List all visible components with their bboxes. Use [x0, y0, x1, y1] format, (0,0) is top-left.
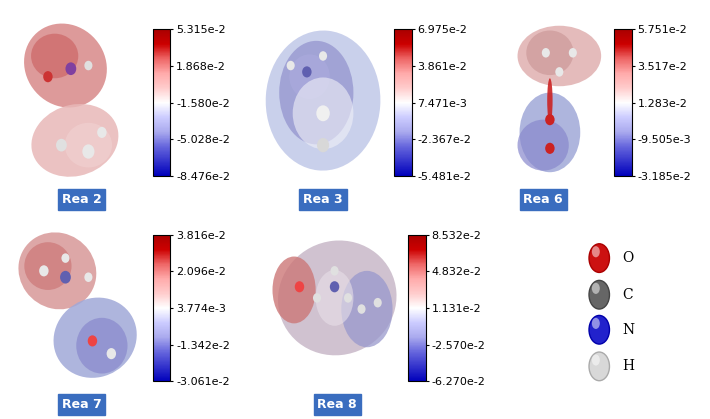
- Circle shape: [589, 316, 609, 344]
- Ellipse shape: [526, 31, 574, 75]
- Ellipse shape: [88, 335, 97, 347]
- Ellipse shape: [31, 104, 119, 177]
- Ellipse shape: [82, 145, 94, 159]
- Ellipse shape: [569, 48, 577, 57]
- Text: Rea 3: Rea 3: [303, 193, 343, 206]
- Ellipse shape: [278, 241, 396, 355]
- Text: Rea 8: Rea 8: [317, 398, 357, 411]
- Ellipse shape: [24, 23, 107, 108]
- Ellipse shape: [266, 31, 381, 171]
- Ellipse shape: [106, 348, 116, 359]
- Circle shape: [589, 244, 609, 272]
- Ellipse shape: [317, 105, 329, 121]
- Ellipse shape: [319, 51, 327, 61]
- Ellipse shape: [290, 54, 329, 99]
- Ellipse shape: [518, 26, 601, 86]
- Ellipse shape: [24, 242, 72, 290]
- Ellipse shape: [279, 41, 354, 145]
- Ellipse shape: [373, 298, 382, 308]
- Text: N: N: [622, 323, 634, 337]
- Ellipse shape: [316, 270, 354, 326]
- Text: C: C: [622, 288, 633, 302]
- Ellipse shape: [65, 123, 112, 168]
- Ellipse shape: [520, 93, 580, 172]
- Ellipse shape: [542, 48, 550, 57]
- Circle shape: [592, 246, 600, 257]
- Ellipse shape: [302, 66, 312, 78]
- Circle shape: [592, 283, 600, 294]
- Ellipse shape: [18, 233, 97, 309]
- Ellipse shape: [53, 297, 137, 378]
- Ellipse shape: [545, 114, 555, 125]
- Ellipse shape: [330, 281, 339, 292]
- Ellipse shape: [358, 304, 366, 314]
- Ellipse shape: [295, 281, 304, 292]
- Circle shape: [589, 280, 609, 309]
- Ellipse shape: [293, 78, 354, 149]
- Ellipse shape: [31, 34, 78, 78]
- Circle shape: [592, 354, 600, 365]
- Text: Rea 7: Rea 7: [62, 398, 102, 411]
- Ellipse shape: [545, 143, 555, 154]
- Ellipse shape: [39, 265, 48, 277]
- Ellipse shape: [287, 61, 295, 70]
- Text: O: O: [622, 251, 633, 265]
- Text: Rea 6: Rea 6: [523, 193, 563, 206]
- Circle shape: [592, 318, 600, 329]
- Ellipse shape: [331, 266, 339, 276]
- Ellipse shape: [317, 138, 329, 153]
- Text: Rea 2: Rea 2: [62, 193, 102, 206]
- Ellipse shape: [344, 293, 352, 303]
- Ellipse shape: [76, 318, 128, 374]
- Ellipse shape: [273, 256, 316, 323]
- Ellipse shape: [518, 120, 569, 171]
- Ellipse shape: [342, 271, 393, 347]
- Ellipse shape: [65, 62, 76, 75]
- Ellipse shape: [97, 127, 106, 138]
- Circle shape: [589, 352, 609, 381]
- Ellipse shape: [547, 78, 552, 123]
- Text: H: H: [622, 360, 634, 373]
- Ellipse shape: [84, 272, 92, 282]
- Ellipse shape: [56, 139, 67, 152]
- Ellipse shape: [84, 61, 92, 70]
- Ellipse shape: [62, 253, 70, 263]
- Ellipse shape: [313, 293, 321, 303]
- Ellipse shape: [555, 67, 564, 77]
- Ellipse shape: [60, 271, 71, 284]
- Ellipse shape: [43, 71, 53, 82]
